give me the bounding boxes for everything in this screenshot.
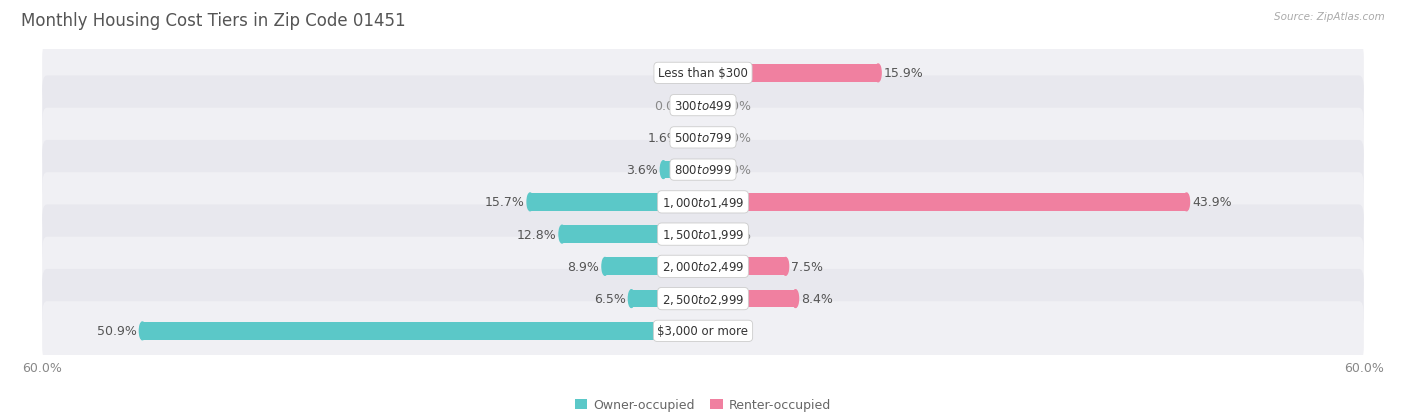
Text: $3,000 or more: $3,000 or more [658,325,748,337]
Text: 43.9%: 43.9% [1192,196,1232,209]
Text: 50.9%: 50.9% [97,325,136,337]
Text: $800 to $999: $800 to $999 [673,164,733,177]
Text: 15.7%: 15.7% [485,196,524,209]
Circle shape [700,290,706,308]
FancyBboxPatch shape [42,109,1364,168]
Text: $500 to $799: $500 to $799 [673,132,733,145]
Bar [562,225,703,243]
Text: 1.6%: 1.6% [648,132,681,145]
FancyBboxPatch shape [42,140,1364,200]
Bar [142,322,703,340]
Circle shape [700,225,706,243]
Text: 8.9%: 8.9% [568,260,599,273]
Bar [605,258,703,275]
Bar [631,290,703,308]
Bar [530,194,703,211]
FancyBboxPatch shape [42,237,1364,296]
FancyBboxPatch shape [42,205,1364,264]
Legend: Owner-occupied, Renter-occupied: Owner-occupied, Renter-occupied [569,393,837,413]
Bar [703,194,1187,211]
Text: 0.0%: 0.0% [720,100,752,112]
Text: 8.4%: 8.4% [801,292,832,305]
Circle shape [700,161,706,179]
Circle shape [875,65,882,83]
Text: $1,000 to $1,499: $1,000 to $1,499 [662,195,744,209]
Circle shape [628,290,634,308]
Bar [664,161,703,179]
Circle shape [793,290,799,308]
Text: $300 to $499: $300 to $499 [673,100,733,112]
Text: 3.6%: 3.6% [626,164,658,177]
Text: 0.0%: 0.0% [720,325,752,337]
Circle shape [682,129,689,147]
Circle shape [527,194,533,211]
Bar [703,290,796,308]
FancyBboxPatch shape [42,173,1364,232]
Circle shape [700,65,706,83]
Bar [685,129,703,147]
Circle shape [783,258,789,275]
Text: 0.0%: 0.0% [720,228,752,241]
Text: $2,000 to $2,499: $2,000 to $2,499 [662,260,744,274]
Text: 15.9%: 15.9% [883,67,924,80]
Circle shape [700,322,706,340]
Circle shape [602,258,607,275]
Circle shape [700,258,706,275]
Circle shape [139,322,145,340]
Text: 12.8%: 12.8% [517,228,557,241]
Text: $2,500 to $2,999: $2,500 to $2,999 [662,292,744,306]
Text: $1,500 to $1,999: $1,500 to $1,999 [662,228,744,242]
FancyBboxPatch shape [42,301,1364,361]
Text: Source: ZipAtlas.com: Source: ZipAtlas.com [1274,12,1385,22]
Circle shape [700,258,706,275]
FancyBboxPatch shape [42,269,1364,328]
Text: 6.5%: 6.5% [593,292,626,305]
Circle shape [700,194,706,211]
FancyBboxPatch shape [42,76,1364,135]
Text: 0.0%: 0.0% [720,164,752,177]
Text: Less than $300: Less than $300 [658,67,748,80]
Text: 0.0%: 0.0% [654,67,686,80]
Circle shape [560,225,565,243]
Circle shape [700,290,706,308]
Bar [703,258,786,275]
Text: Monthly Housing Cost Tiers in Zip Code 01451: Monthly Housing Cost Tiers in Zip Code 0… [21,12,406,30]
FancyBboxPatch shape [42,44,1364,103]
Circle shape [661,161,666,179]
Circle shape [1184,194,1189,211]
Circle shape [700,194,706,211]
Text: 7.5%: 7.5% [792,260,823,273]
Bar [703,65,879,83]
Circle shape [700,129,706,147]
Text: 0.0%: 0.0% [720,132,752,145]
Text: 0.0%: 0.0% [654,100,686,112]
